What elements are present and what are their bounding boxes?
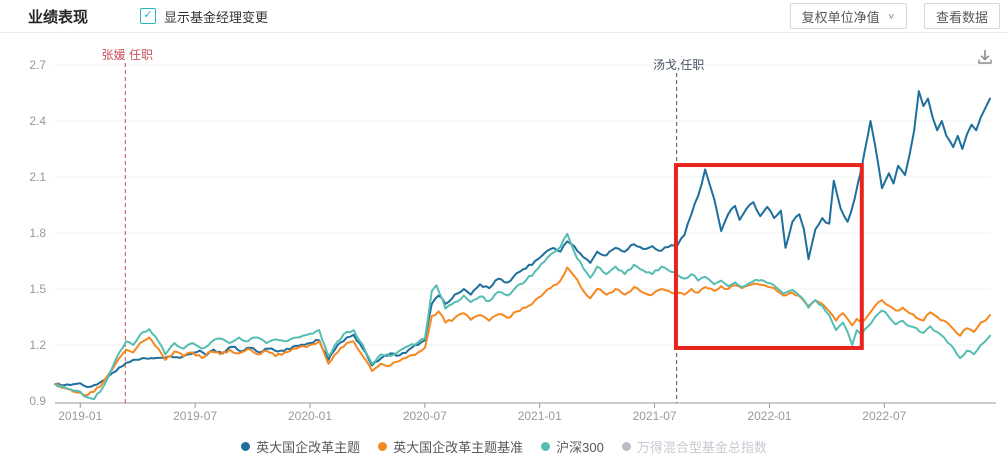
page-title: 业绩表现 [28, 8, 89, 26]
legend-item-1[interactable]: 英大国企改革主题基准 [378, 437, 523, 456]
checkbox-checked-icon[interactable]: ✓ [140, 8, 157, 24]
checkbox-label: 显示基金经理变更 [164, 9, 269, 25]
show-manager-change-checkbox-group[interactable]: ✓ 显示基金经理变更 [140, 7, 268, 26]
legend-item-0[interactable]: 英大国企改革主题 [241, 437, 360, 456]
nav-value-type-dropdown[interactable]: 复权单位净值 ∨ [789, 3, 907, 29]
x-tick-label: 2020-07 [403, 409, 447, 423]
legend-item-2[interactable]: 沪深300 [541, 437, 604, 456]
series-line-1 [54, 266, 991, 397]
y-tick-label: 1.8 [29, 226, 46, 240]
x-tick-label: 2020-01 [288, 409, 332, 423]
manager-change-label-1: 汤戈,任职 [653, 58, 704, 72]
chart-canvas: 0.9 1.2 1.5 1.8 2.1 2.4 2.7 2019-01 2019-07 2020-… [29, 48, 996, 423]
series-line-0 [54, 90, 991, 388]
y-tick-label: 0.9 [29, 394, 46, 408]
highlight-box [673, 163, 864, 350]
legend-item-3[interactable]: 万得混合型基金总指数 [621, 437, 767, 456]
y-tick-label: 2.1 [29, 170, 46, 184]
legend-dot-icon [621, 442, 631, 451]
x-tick-label: 2021-07 [633, 409, 677, 423]
download-icon[interactable] [975, 47, 995, 67]
legend-dot-icon [541, 442, 551, 451]
performance-chart: 0.9 1.2 1.5 1.8 2.1 2.4 2.7 2019-01 2019-07 2020-… [0, 33, 1008, 433]
y-tick-label: 1.5 [29, 282, 46, 296]
legend-dot-icon [241, 442, 251, 451]
manager-change-label-0: 张媛 任职 [102, 48, 153, 62]
legend-label: 英大国企改革主题 [256, 440, 361, 455]
y-tick-label: 2.4 [29, 114, 46, 128]
dropdown-selected-value: 复权单位净值 [801, 9, 880, 25]
x-tick-label: 2019-01 [58, 409, 102, 423]
x-tick-label: 2019-07 [173, 409, 217, 423]
x-tick-label: 2022-01 [747, 409, 791, 423]
chart-legend: 英大国企改革主题 英大国企改革主题基准 沪深300 万得混合型基金总指数 [0, 437, 1008, 456]
legend-dot-icon [378, 442, 388, 451]
y-tick-label: 1.2 [29, 338, 46, 352]
legend-label: 沪深300 [556, 440, 604, 455]
legend-label: 万得混合型基金总指数 [636, 440, 767, 455]
x-tick-label: 2022-07 [862, 409, 906, 423]
legend-label: 英大国企改革主题基准 [393, 440, 524, 455]
header-buttons: 复权单位净值 ∨ 查看数据 [789, 3, 1000, 29]
series-line-2 [54, 232, 991, 401]
chevron-down-icon: ∨ [887, 11, 895, 21]
view-data-button[interactable]: 查看数据 [923, 3, 1000, 29]
toolbar: 业绩表现 ✓ 显示基金经理变更 复权单位净值 ∨ 查看数据 [0, 0, 1008, 33]
y-tick-label: 2.7 [29, 58, 46, 72]
x-tick-label: 2021-01 [518, 409, 562, 423]
